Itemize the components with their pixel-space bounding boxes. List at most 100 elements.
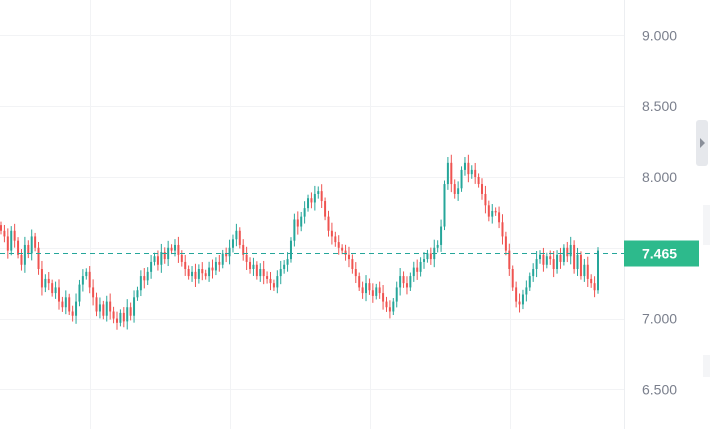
candle-body	[20, 254, 23, 265]
candle	[501, 214, 504, 245]
candle-body	[85, 271, 88, 277]
candle	[528, 272, 531, 291]
candle	[368, 278, 371, 295]
candle-body	[102, 304, 105, 316]
candle-body	[330, 230, 333, 237]
candle	[0, 221, 2, 235]
candle	[221, 249, 224, 269]
candle	[334, 231, 337, 247]
candle-body	[197, 269, 200, 279]
candle	[133, 290, 136, 323]
candle	[160, 243, 163, 273]
candle-body	[320, 191, 323, 202]
candle	[92, 279, 95, 306]
candle	[129, 302, 132, 321]
candle	[266, 271, 269, 284]
candle-body	[351, 259, 354, 270]
candle-body	[163, 252, 166, 260]
candle-body	[238, 230, 241, 245]
candle	[122, 307, 125, 328]
candle	[583, 258, 586, 282]
candle-body	[392, 301, 395, 312]
candle-body	[573, 244, 576, 270]
candle-body	[95, 297, 98, 312]
candle	[375, 283, 378, 300]
candle-body	[532, 269, 535, 277]
candle	[51, 279, 54, 297]
candle	[521, 289, 524, 310]
candle	[109, 293, 112, 320]
candle	[170, 244, 173, 255]
candle	[30, 229, 33, 261]
candle	[13, 223, 16, 248]
candle	[191, 266, 194, 282]
candle-body	[54, 287, 57, 294]
candle-body	[334, 236, 337, 243]
candle-body	[170, 247, 173, 251]
candle	[337, 235, 340, 255]
candle-body	[327, 216, 330, 231]
candle	[17, 237, 20, 259]
candle	[511, 265, 514, 291]
candle	[279, 260, 282, 285]
candle-body	[126, 307, 129, 322]
candle-body	[590, 278, 593, 284]
candle-body	[122, 312, 125, 322]
candle-body	[13, 230, 16, 241]
candle	[177, 236, 180, 263]
candle-body	[300, 216, 303, 227]
candle-body	[289, 240, 292, 260]
candle-body	[105, 301, 108, 316]
candle	[300, 211, 303, 232]
candle	[255, 261, 258, 280]
candle	[399, 268, 402, 296]
grid-lines	[0, 0, 625, 429]
candle	[23, 236, 26, 273]
candle-body	[242, 244, 245, 255]
y-axis-tick-label: 6.500	[642, 381, 677, 397]
candle	[269, 271, 272, 291]
candle-body	[583, 264, 586, 277]
candle	[597, 247, 599, 294]
candle-body	[10, 230, 13, 251]
candle	[426, 249, 429, 263]
candle	[416, 259, 419, 280]
candle-body	[597, 250, 599, 291]
candle	[532, 263, 535, 282]
candle-body	[405, 283, 408, 288]
candle	[436, 240, 439, 253]
candle-body	[143, 276, 146, 281]
candle	[481, 178, 484, 200]
candle-body	[98, 304, 101, 312]
candle	[324, 197, 327, 221]
candle-body	[92, 287, 95, 298]
candle	[330, 222, 333, 245]
candle-body	[426, 253, 429, 260]
candle	[385, 296, 388, 312]
candle-body	[262, 269, 265, 277]
candle-body	[293, 219, 296, 241]
candle	[214, 257, 217, 276]
candle	[388, 300, 391, 319]
candle	[40, 260, 43, 296]
candle	[238, 227, 241, 249]
candle-body	[542, 254, 545, 265]
scroll-handle[interactable]	[696, 120, 708, 166]
candle-body	[579, 254, 582, 277]
candle	[150, 254, 153, 279]
candle-body	[463, 162, 466, 170]
candle-body	[201, 269, 204, 274]
candle	[81, 269, 84, 292]
candle-body	[269, 278, 272, 284]
candle	[283, 260, 286, 274]
candle-body	[460, 169, 463, 189]
candle	[184, 254, 187, 276]
candle-body	[409, 276, 412, 288]
candle	[85, 268, 88, 280]
candle	[545, 252, 548, 269]
candle-body	[443, 184, 446, 227]
candle-body	[208, 267, 211, 277]
